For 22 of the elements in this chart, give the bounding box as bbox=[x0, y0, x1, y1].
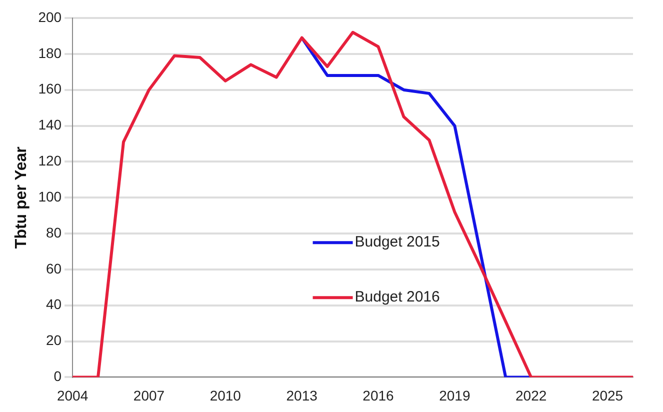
y-tick-label: 120 bbox=[38, 152, 62, 169]
x-tick-label: 2007 bbox=[133, 387, 165, 404]
y-tick-label: 40 bbox=[46, 296, 62, 312]
y-tick-label: 20 bbox=[46, 332, 62, 348]
y-axis-title: Tbtu per Year bbox=[13, 146, 30, 249]
x-tick-label: 2019 bbox=[439, 387, 470, 404]
y-tick-label: 0 bbox=[54, 368, 62, 384]
x-tick-label: 2022 bbox=[516, 387, 547, 404]
x-tick-label: 2013 bbox=[286, 387, 318, 404]
x-tick-label: 2004 bbox=[56, 387, 88, 404]
x-tick-label: 2025 bbox=[592, 387, 624, 404]
y-tick-label: 80 bbox=[46, 224, 62, 240]
y-tick-label: 60 bbox=[46, 260, 62, 276]
x-tick-label: 2010 bbox=[210, 387, 242, 404]
y-tick-label: 140 bbox=[38, 116, 62, 133]
y-tick-label: 100 bbox=[38, 188, 62, 204]
y-tick-label: 160 bbox=[38, 80, 62, 97]
legend-label: Budget 2016 bbox=[354, 288, 440, 306]
x-tick-label: 2016 bbox=[362, 387, 394, 404]
y-tick-label: 200 bbox=[38, 8, 62, 25]
legend-label: Budget 2015 bbox=[354, 234, 440, 251]
y-tick-label: 180 bbox=[38, 44, 62, 61]
